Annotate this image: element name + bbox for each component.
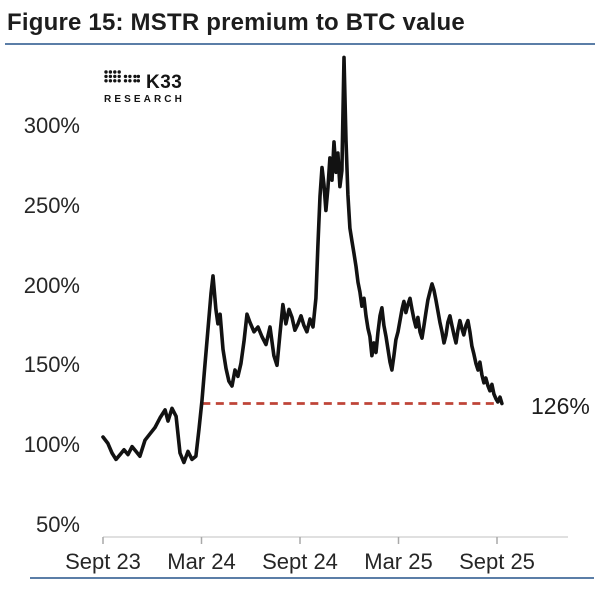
y-tick-label: 250% <box>23 192 80 218</box>
x-tick-label: Mar 24 <box>167 549 236 574</box>
k33-logo: K33 RESEARCH <box>104 70 200 105</box>
y-tick-label: 50% <box>35 511 80 537</box>
y-tick-label: 300% <box>23 113 80 138</box>
k33-dots-icon <box>104 70 141 91</box>
premium-annotation: 126% <box>531 393 590 419</box>
x-tick-label: Sept 23 <box>65 549 141 574</box>
title-divider <box>5 43 595 45</box>
k33-research-text: RESEARCH <box>104 94 185 105</box>
x-tick-label: Mar 25 <box>364 549 433 574</box>
x-tick-label: Sept 25 <box>459 549 535 574</box>
premium-series-line <box>101 55 504 465</box>
y-tick-label: 200% <box>23 272 80 298</box>
bottom-divider <box>30 577 594 579</box>
x-tick-label: Sept 24 <box>262 549 338 574</box>
k33-brand-text: K33 <box>146 72 183 93</box>
y-tick-label: 150% <box>23 352 80 378</box>
figure-title: Figure 15: MSTR premium to BTC value <box>7 9 465 36</box>
x-axis-ticks <box>102 537 498 544</box>
y-tick-label: 100% <box>23 432 80 457</box>
